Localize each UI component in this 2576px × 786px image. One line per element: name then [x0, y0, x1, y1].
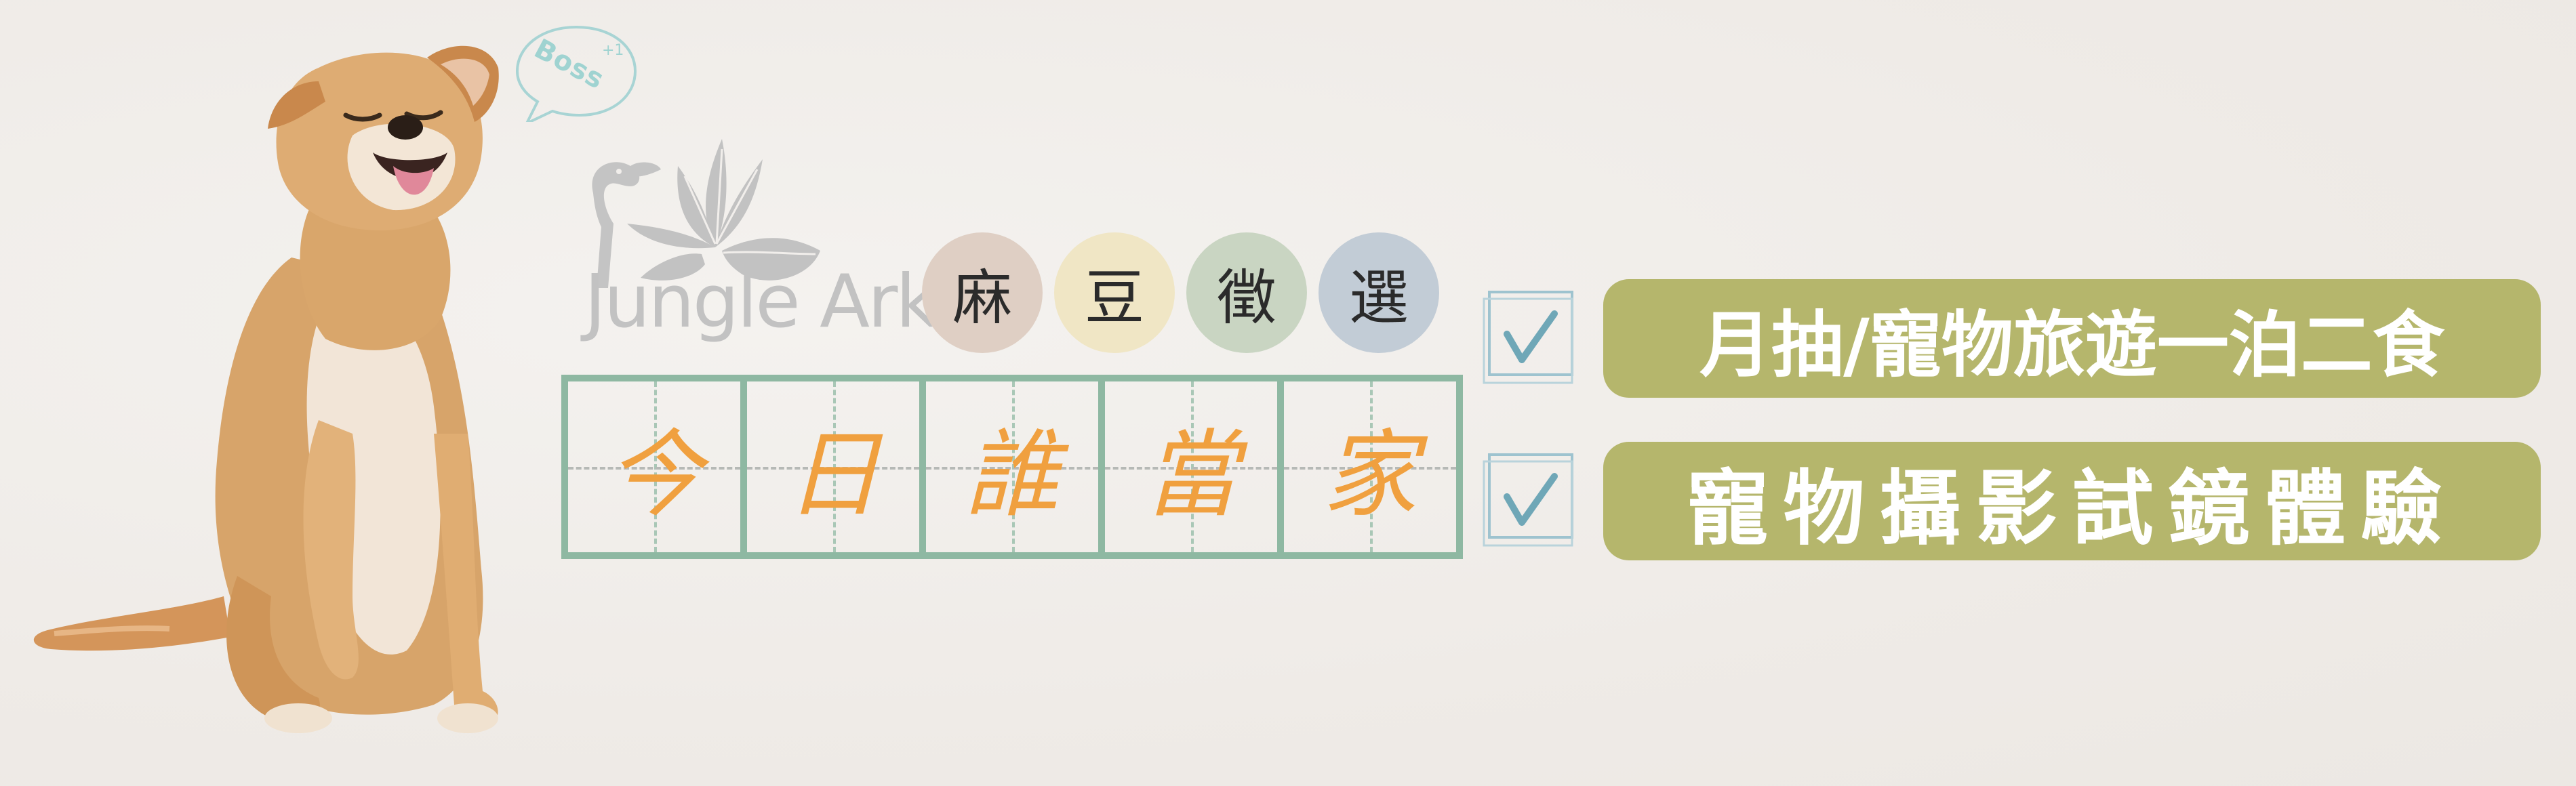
- grid-char: 當: [1143, 420, 1239, 531]
- grid-char: 誰: [964, 420, 1060, 531]
- checkbox-check-icon: [1483, 291, 1573, 384]
- prize-item-label: 寵物攝影試鏡體驗: [1603, 442, 2541, 560]
- writing-grid: 今 日 誰 當 家: [561, 375, 1463, 559]
- grid-char: 日: [785, 420, 881, 531]
- grid-cell: 日: [747, 381, 926, 552]
- grid-char: 今: [606, 420, 702, 531]
- grid-cell: 家: [1284, 381, 1456, 552]
- grid-cell: 今: [568, 381, 747, 552]
- flamingo-palm-logo: [592, 139, 820, 288]
- checkbox-check-icon: [1483, 453, 1573, 547]
- brand-logo-text: Jungle Ark: [584, 260, 938, 344]
- title-char-circle: 豆: [1054, 232, 1175, 353]
- bubble-plus: +1: [602, 42, 624, 59]
- speech-bubble-icon: [515, 25, 637, 122]
- title-char-circle: 選: [1319, 232, 1439, 353]
- grid-char: 家: [1322, 420, 1417, 531]
- dog-photo: [33, 45, 499, 733]
- prize-item-label: 月抽/寵物旅遊一泊二食: [1603, 279, 2541, 398]
- grid-cell: 當: [1105, 381, 1284, 552]
- title-char-circle: 徵: [1186, 232, 1307, 353]
- grid-cell: 誰: [926, 381, 1105, 552]
- title-char-circle: 麻: [922, 232, 1043, 353]
